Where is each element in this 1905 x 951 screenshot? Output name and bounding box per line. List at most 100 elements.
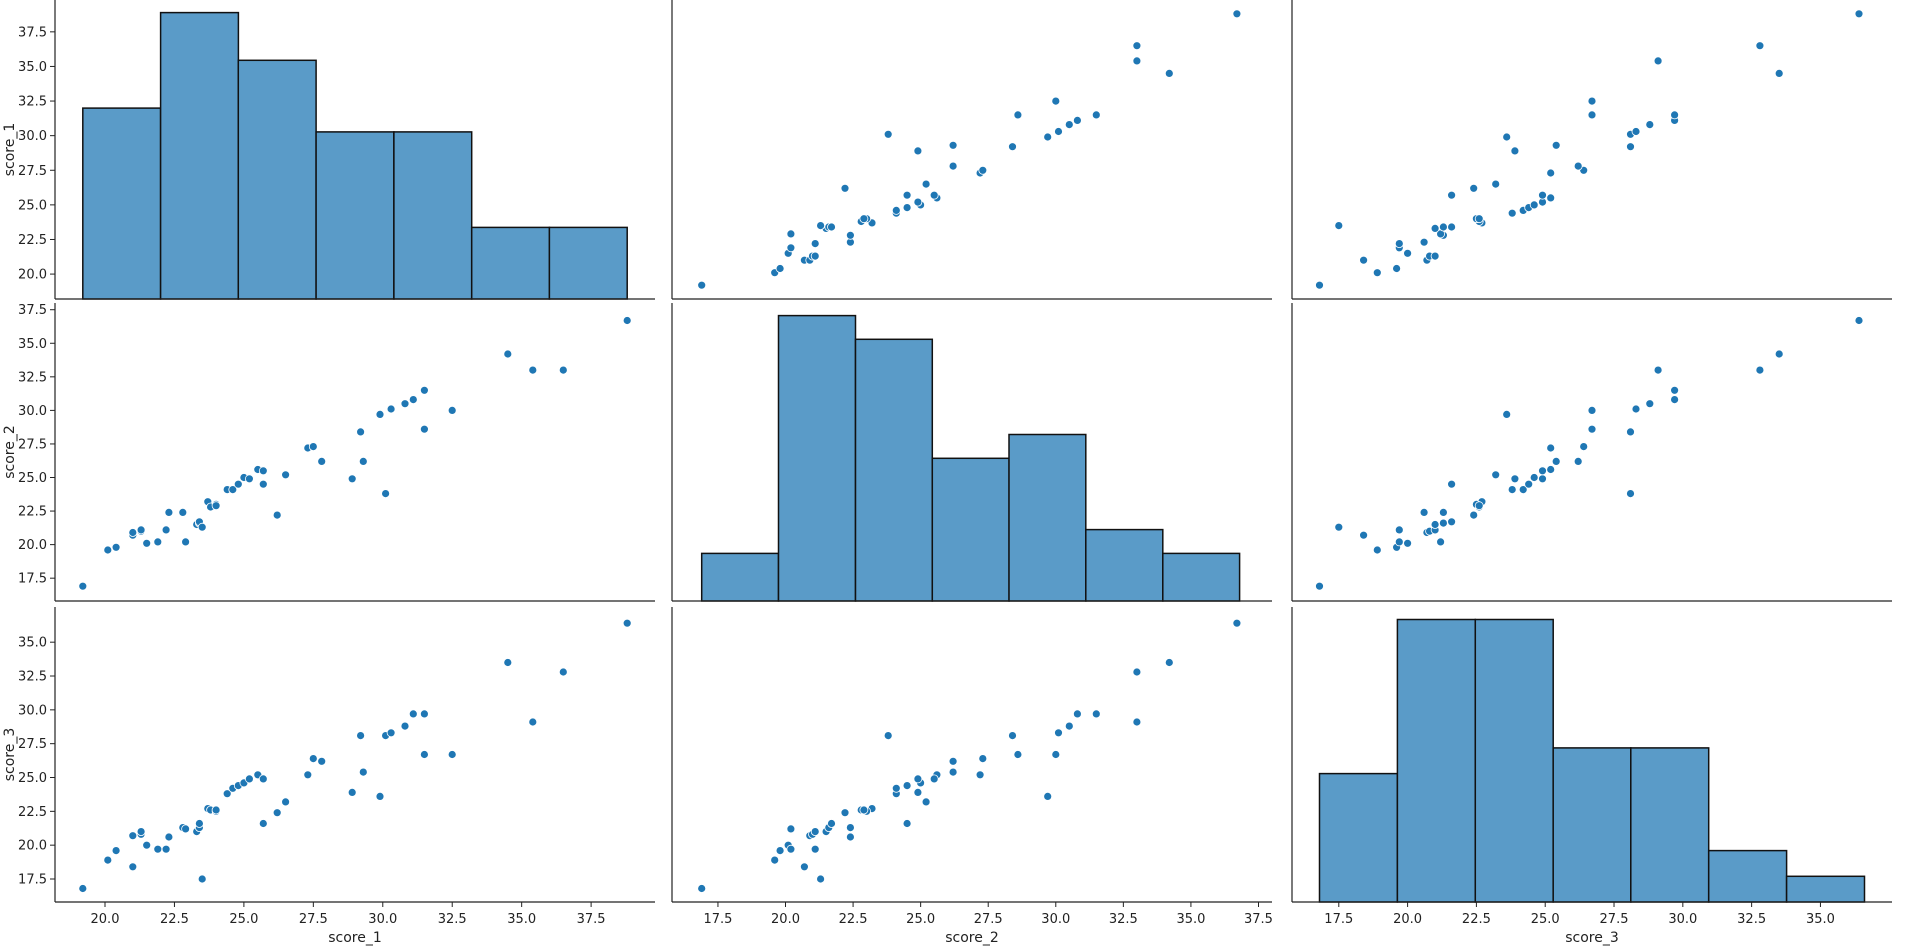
scatter-point — [816, 221, 825, 231]
scatter-point — [244, 474, 254, 484]
scatter-point — [161, 525, 171, 535]
scatter-point — [921, 797, 931, 807]
scatter-point — [1626, 427, 1635, 437]
hist-bar-score_3-1 — [1396, 618, 1477, 903]
scatter-point — [78, 884, 88, 893]
y-tick-label: 27.5 — [18, 737, 47, 752]
panel-score_2-vs-score_3 — [1291, 303, 1892, 602]
scatter-point — [419, 424, 429, 434]
scatter-point — [1507, 208, 1517, 218]
scatter-point — [1573, 456, 1583, 466]
scatter-point — [281, 470, 291, 480]
scatter-point — [400, 399, 410, 409]
scatter-point — [1394, 537, 1404, 547]
panel-score_1-vs-score_1: 20.0 22.5 25.0 27.5 30.0 32.5 35.0 37.5 score_1 — [2, 0, 655, 300]
scatter-point — [1054, 728, 1063, 738]
scatter-point — [810, 827, 820, 836]
hist-bar-score_3-2 — [1474, 618, 1554, 903]
panel-score_2-vs-score_2 — [671, 303, 1272, 602]
scatter-point — [1372, 545, 1382, 555]
scatter-point — [303, 770, 313, 780]
scatter-point — [1854, 316, 1864, 325]
hist-bar-score_3-5 — [1707, 849, 1788, 903]
panel-score_3-vs-score_1: 17.520.022.525.027.530.032.535.0score_32… — [2, 607, 655, 946]
scatter-point — [800, 862, 809, 872]
scatter-point — [1064, 120, 1074, 129]
hist-bar-score_1-3 — [315, 131, 395, 300]
x-tick-label: 25.0 — [1531, 912, 1560, 927]
scatter-point — [1334, 522, 1344, 532]
scatter-point — [308, 754, 318, 763]
scatter-point — [1670, 110, 1679, 120]
scatter-point — [978, 165, 988, 175]
scatter-point — [697, 884, 707, 893]
scatter-point — [181, 537, 191, 547]
scatter-point — [1474, 214, 1484, 224]
scatter-point — [1510, 146, 1520, 156]
scatter-point — [1774, 349, 1784, 359]
scatter-point — [1447, 479, 1456, 489]
scatter-point — [810, 251, 820, 261]
hist-bar-score_3-6 — [1785, 875, 1866, 903]
scatter-point — [1439, 222, 1448, 232]
scatter-point — [1447, 190, 1456, 200]
scatter-point — [1073, 709, 1082, 719]
scatter-point — [347, 474, 357, 484]
scatter-point — [975, 770, 985, 780]
x-tick-label: 25.0 — [229, 912, 258, 927]
scatter-point — [827, 222, 836, 232]
scatter-point — [1631, 404, 1641, 414]
y-axis-label-score_2: score_2 — [2, 425, 18, 479]
scatter-point — [948, 140, 958, 150]
scatter-point — [228, 485, 238, 495]
scatter-point — [1546, 465, 1556, 474]
scatter-point — [386, 404, 396, 414]
scatter-point — [356, 427, 366, 437]
hist-bar-score_2-5 — [1085, 528, 1164, 602]
scatter-point — [622, 316, 632, 325]
panel-score_2-vs-score_1: 17.5 20.0 22.5 25.0 27.5 30.0 32.5 35.0 37.5 scor… — [2, 303, 655, 602]
scatter-point — [1469, 510, 1479, 520]
scatter-point — [233, 479, 243, 489]
scatter-point — [827, 819, 836, 828]
scatter-point — [103, 855, 113, 865]
scatter-point — [913, 197, 923, 207]
x-tick-label: 20.0 — [91, 912, 120, 927]
x-tick-label: 35.0 — [1806, 912, 1835, 927]
scatter-point — [891, 205, 901, 215]
x-axis-label-score_3: score_3 — [1565, 930, 1619, 946]
scatter-point — [1529, 200, 1539, 210]
panel-score_3-vs-score_2: 17.5 20.0 22.5 25.0 27.5 30.0 32.5 35.0 37.5 scor… — [671, 607, 1273, 946]
scatter-point — [1645, 399, 1655, 409]
scatter-point — [1645, 120, 1655, 129]
scatter-point — [775, 264, 785, 273]
y-tick-label: 25.0 — [18, 471, 47, 486]
y-tick-label: 20.0 — [18, 538, 47, 553]
scatter-point — [1573, 161, 1583, 171]
scatter-point — [164, 508, 174, 517]
scatter-point — [786, 243, 796, 253]
scatter-point — [1043, 792, 1053, 801]
scatter-point — [1132, 667, 1142, 677]
scatter-point — [317, 756, 327, 766]
scatter-point — [1546, 193, 1556, 203]
hist-bar-score_1-5 — [470, 226, 551, 300]
scatter-point — [948, 756, 958, 766]
scatter-point — [447, 405, 457, 415]
x-tick-label: 32.5 — [438, 912, 467, 927]
scatter-point — [258, 819, 268, 828]
scatter-point — [258, 774, 268, 784]
x-tick-label: 25.0 — [906, 912, 935, 927]
scatter-point — [1579, 442, 1589, 452]
y-tick-label: 22.5 — [18, 805, 47, 820]
scatter-point — [1502, 409, 1512, 419]
hist-bar-score_3-0 — [1318, 772, 1399, 903]
x-tick-label: 27.5 — [1600, 912, 1629, 927]
scatter-point — [1587, 110, 1597, 120]
hist-bar-score_1-4 — [393, 131, 473, 300]
scatter-point — [1403, 248, 1412, 258]
x-axis-label-score_2: score_2 — [945, 930, 999, 946]
scatter-point — [142, 840, 152, 850]
scatter-point — [1854, 9, 1864, 19]
scatter-point — [1538, 466, 1547, 476]
